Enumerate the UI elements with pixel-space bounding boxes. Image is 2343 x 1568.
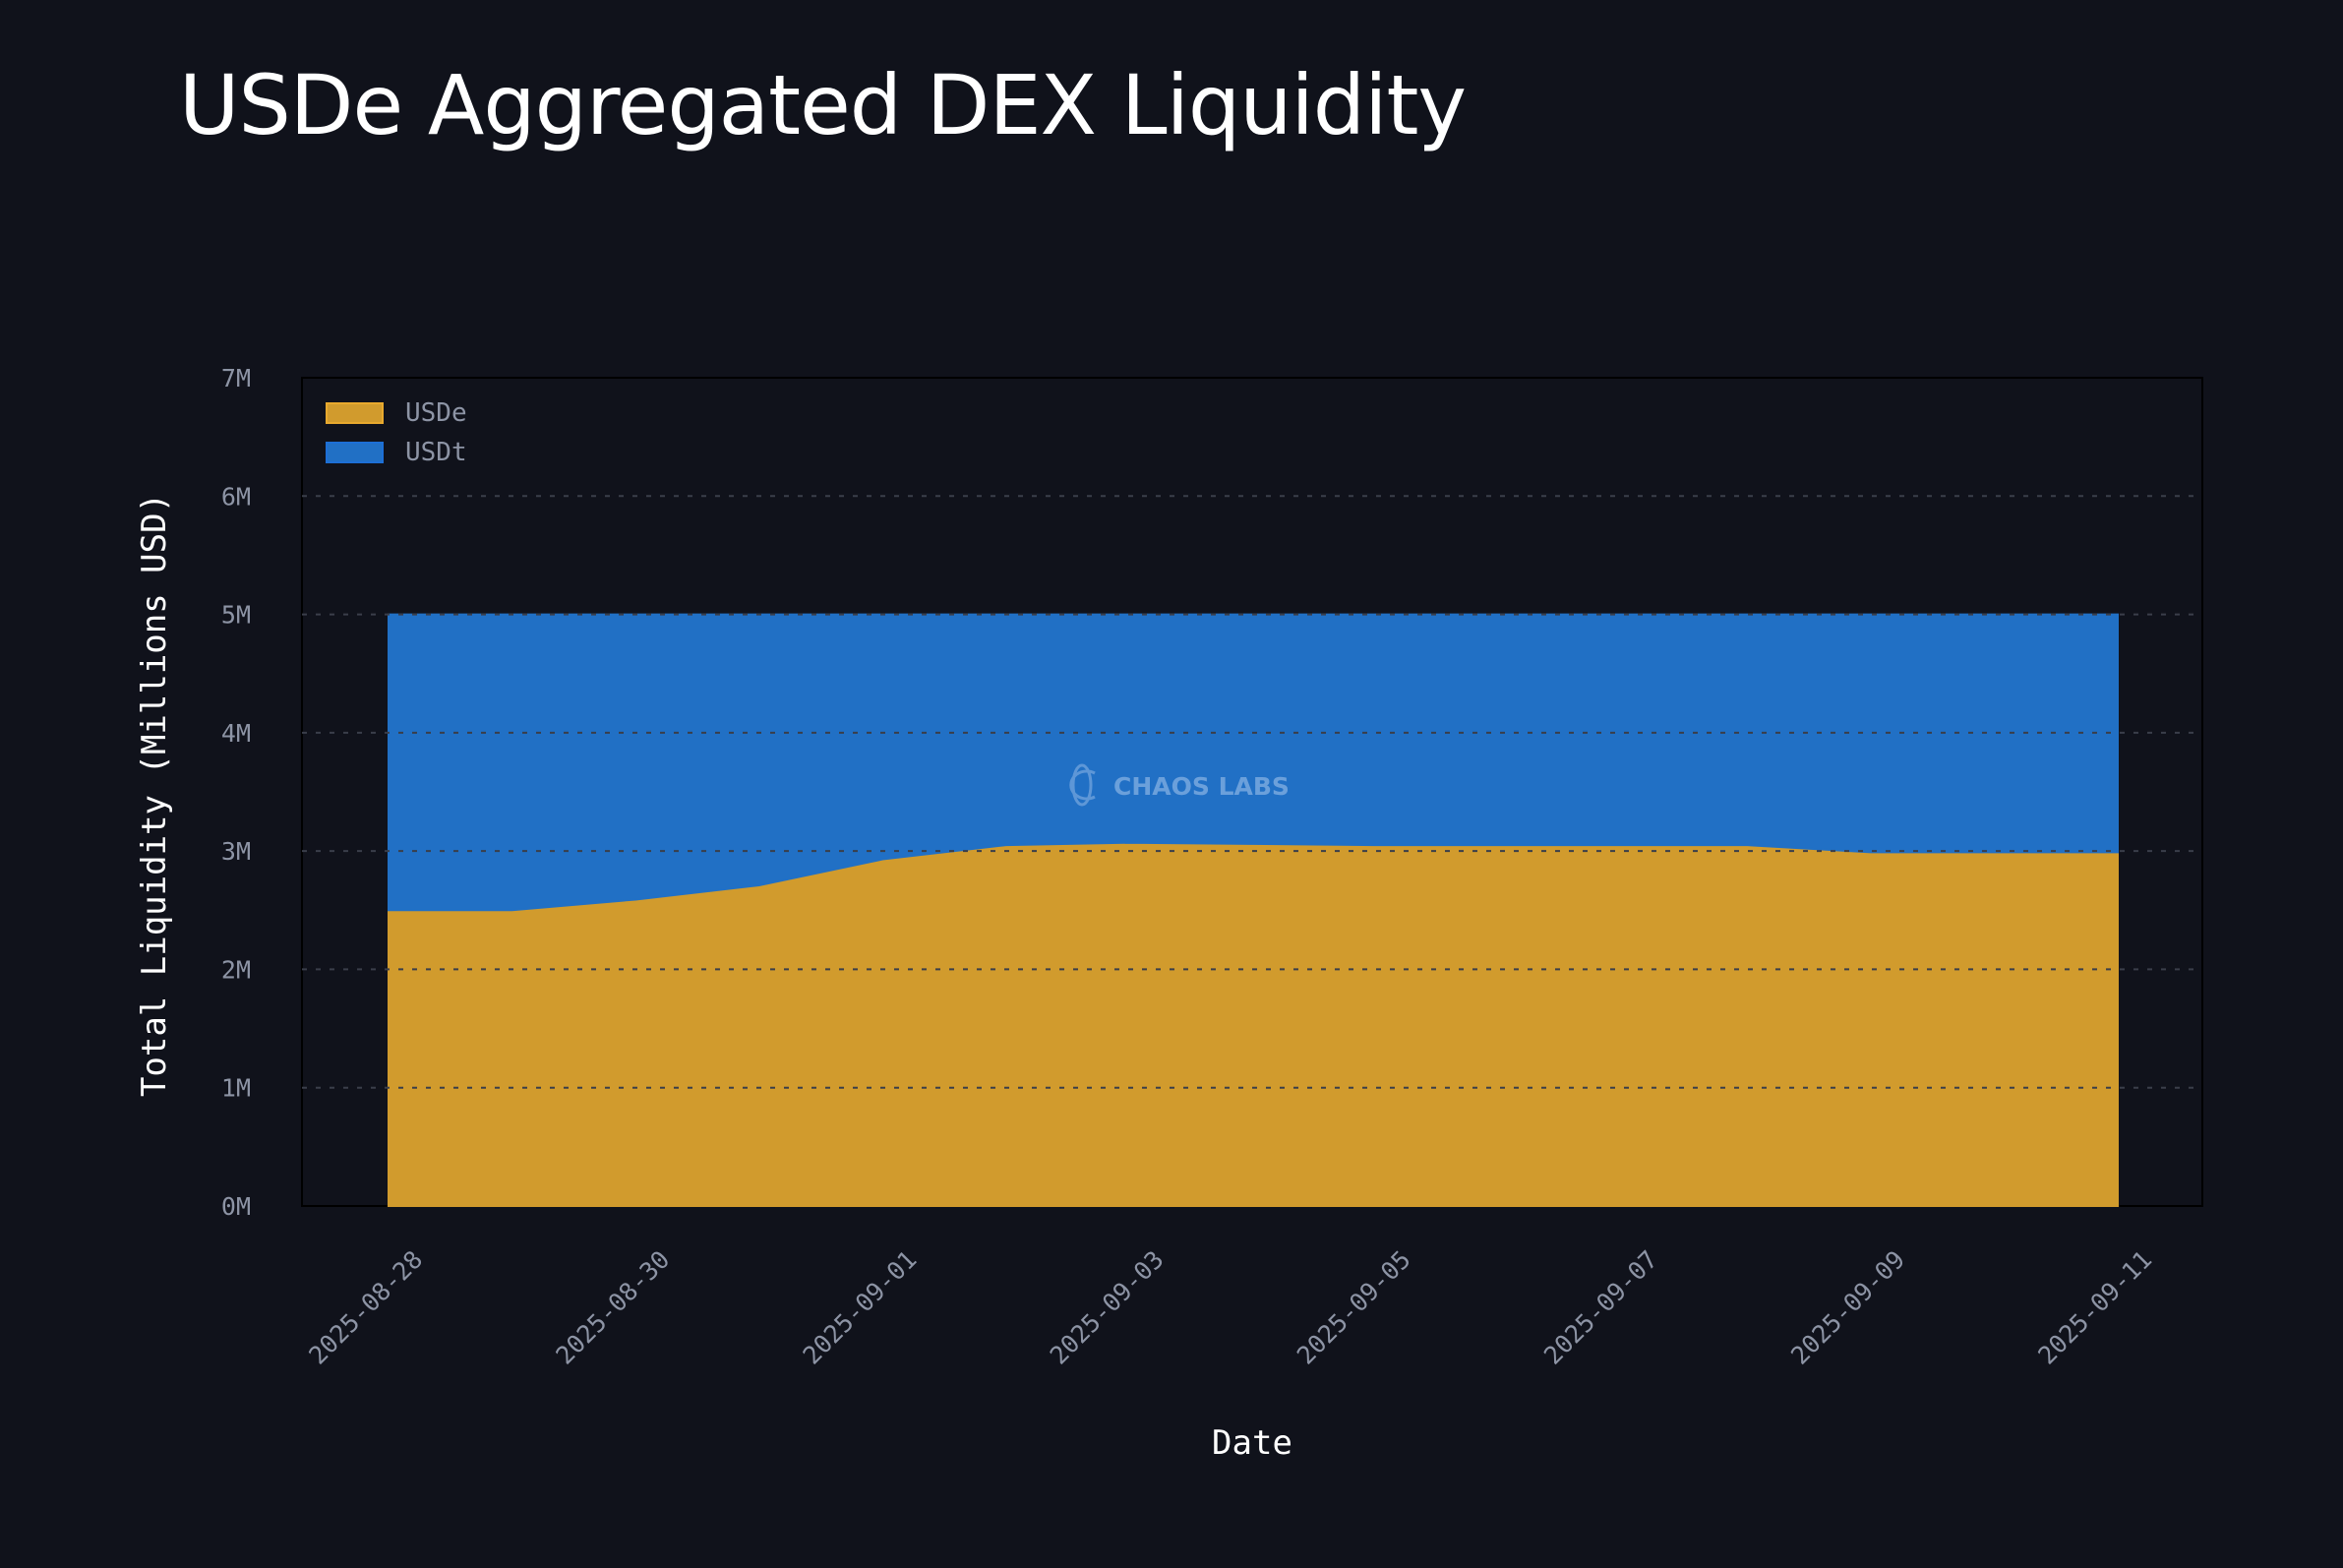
y-tick-label: 7M bbox=[221, 364, 251, 392]
y-tick-label: 0M bbox=[221, 1192, 251, 1221]
y-axis-label: Total Liquidity (Millions USD) bbox=[135, 493, 174, 1097]
y-tick-label: 4M bbox=[221, 719, 251, 748]
x-axis-label: Date bbox=[1212, 1423, 1292, 1463]
chaos-labs-logo-icon bbox=[1069, 763, 1096, 807]
x-tick-label: 2025-09-03 bbox=[1045, 1245, 1170, 1370]
legend-swatch-usde bbox=[326, 402, 384, 424]
x-tick-label: 2025-09-11 bbox=[2032, 1245, 2157, 1370]
x-tick-label: 2025-09-09 bbox=[1785, 1245, 1910, 1370]
x-tick-label: 2025-09-07 bbox=[1538, 1245, 1663, 1370]
y-tick-label: 2M bbox=[221, 955, 251, 984]
legend-label: USDt bbox=[405, 438, 467, 467]
x-tick-label: 2025-09-01 bbox=[798, 1245, 923, 1370]
y-tick-label: 6M bbox=[221, 482, 251, 511]
y-tick-label: 5M bbox=[221, 601, 251, 630]
legend-swatch-usdt bbox=[326, 442, 384, 463]
y-tick-label: 1M bbox=[221, 1074, 251, 1103]
chart-title: USDe Aggregated DEX Liquidity bbox=[179, 57, 1467, 153]
watermark-text: CHAOS LABS bbox=[1113, 772, 1290, 801]
x-tick-label: 2025-08-28 bbox=[303, 1245, 428, 1370]
legend-label: USDe bbox=[405, 398, 467, 428]
x-tick-label: 2025-08-30 bbox=[550, 1245, 675, 1370]
x-tick-label: 2025-09-05 bbox=[1292, 1245, 1416, 1370]
y-tick-label: 3M bbox=[221, 837, 251, 866]
